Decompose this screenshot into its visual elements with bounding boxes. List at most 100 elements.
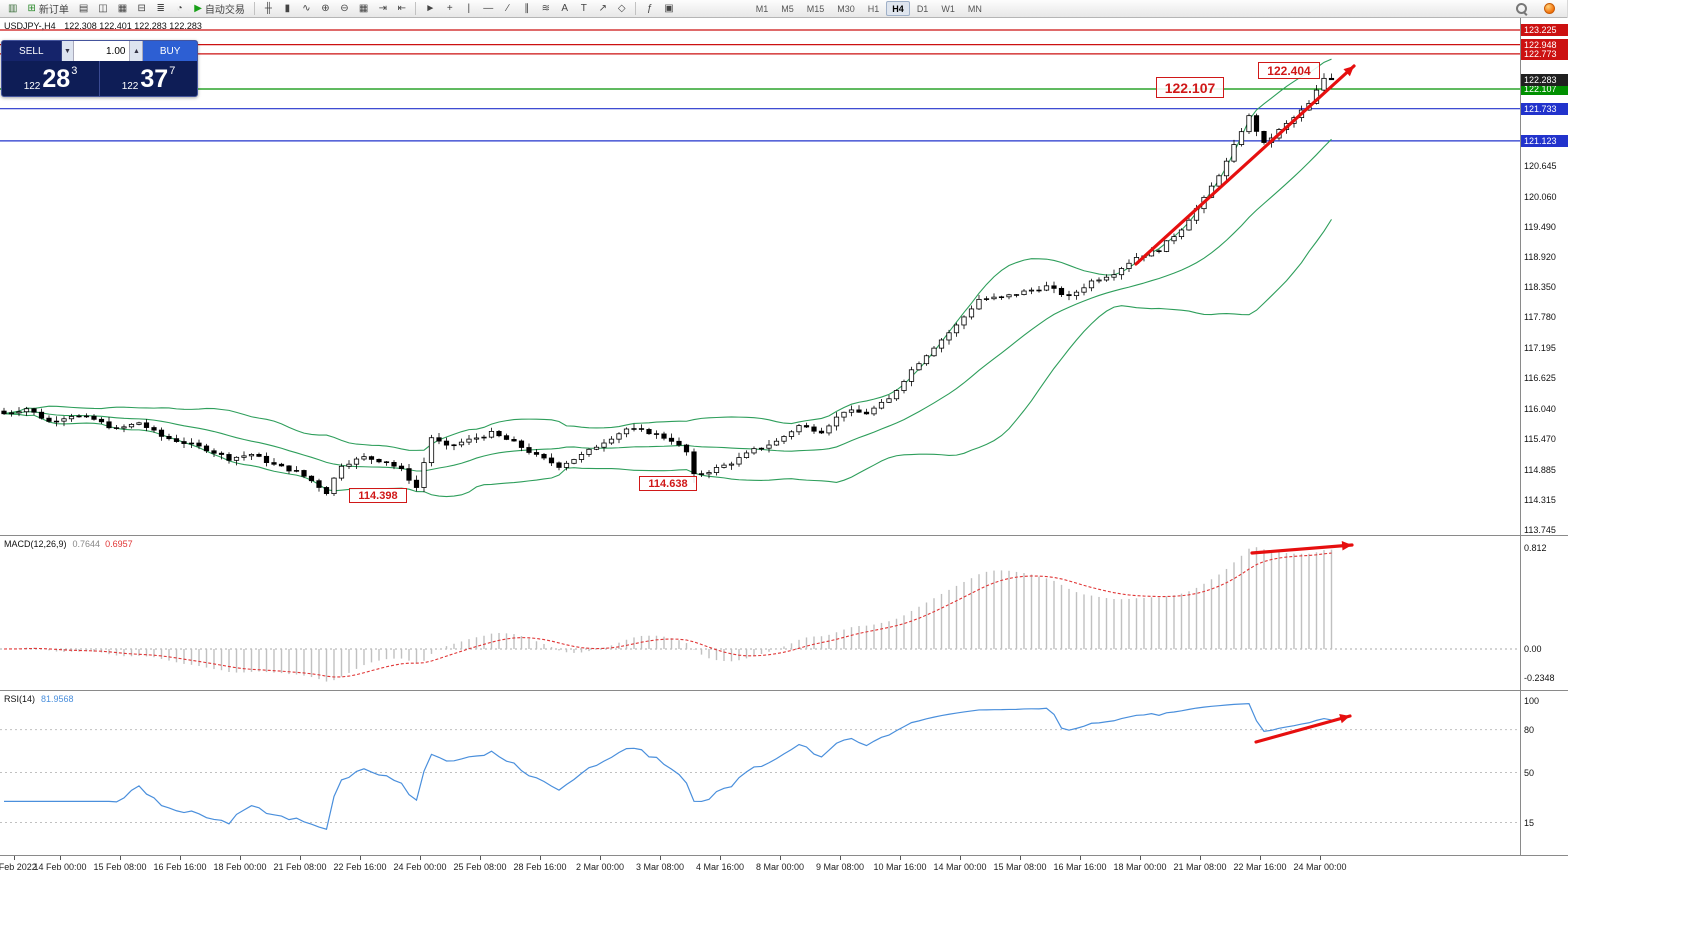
templates-icon[interactable]: ▣ bbox=[660, 1, 677, 16]
vertical-line-icon[interactable]: | bbox=[460, 1, 477, 16]
text-label-icon[interactable]: T bbox=[575, 1, 592, 16]
price-annotation: 122.107 bbox=[1156, 77, 1224, 98]
main-chart-plot[interactable] bbox=[0, 18, 1520, 535]
axis-tick-label: 116.625 bbox=[1524, 373, 1556, 383]
candlestick-chart-icon-glyph: ▮ bbox=[284, 2, 291, 14]
navigator-icon[interactable]: ⊟ bbox=[133, 1, 150, 16]
time-axis-tick bbox=[1140, 856, 1141, 860]
time-axis-tick bbox=[1020, 856, 1021, 860]
ask-price[interactable]: 122 37 7 bbox=[100, 61, 197, 96]
equidistant-channel-icon[interactable]: ∥ bbox=[518, 1, 535, 16]
search-button[interactable] bbox=[1511, 1, 1532, 16]
volume-decrease-button[interactable]: ▼ bbox=[61, 41, 75, 61]
strategy-tester-icon[interactable]: ◔ bbox=[171, 1, 188, 16]
volume-increase-button[interactable]: ▲ bbox=[130, 41, 144, 61]
text-icon[interactable]: A bbox=[556, 1, 573, 16]
time-axis-tick bbox=[14, 856, 15, 860]
time-axis-label: 22 Mar 16:00 bbox=[1233, 862, 1287, 872]
timeframe-h4-button[interactable]: H4 bbox=[886, 1, 910, 16]
axis-tick-label: 120.645 bbox=[1524, 161, 1557, 171]
macd-name: MACD(12,26,9) bbox=[4, 539, 67, 549]
chart-profiles-icon[interactable]: ▤ bbox=[75, 1, 92, 16]
bar-chart-icon[interactable]: ╫ bbox=[260, 1, 277, 16]
buy-button[interactable]: BUY bbox=[143, 41, 197, 61]
time-axis-tick bbox=[840, 856, 841, 860]
time-axis-label: 8 Mar 00:00 bbox=[755, 862, 805, 872]
new-order-button-label: 新订单 bbox=[38, 5, 69, 16]
fibonacci-icon[interactable]: ≋ bbox=[537, 1, 554, 16]
shapes-icon[interactable]: ◇ bbox=[613, 1, 630, 16]
zoom-out-icon[interactable]: ⊖ bbox=[336, 1, 353, 16]
community-icon[interactable] bbox=[1544, 3, 1555, 14]
sell-button[interactable]: SELL bbox=[2, 41, 62, 61]
chart-shift-icon[interactable]: ⇤ bbox=[393, 1, 410, 16]
timeframe-w1-button[interactable]: W1 bbox=[941, 3, 955, 14]
rsi-plot[interactable] bbox=[0, 691, 1520, 855]
line-chart-icon[interactable]: ∿ bbox=[298, 1, 315, 16]
terminal-icon[interactable]: ≣ bbox=[152, 1, 169, 16]
new-order-button[interactable]: ⊞ 新订单 bbox=[23, 1, 72, 16]
macd-signal-line bbox=[3, 552, 1332, 678]
time-axis-label: 2 Mar 00:00 bbox=[575, 862, 625, 872]
bollinger-band-line bbox=[3, 219, 1332, 498]
ohlc-values: 122.308 122.401 122.283 122.283 bbox=[64, 21, 202, 31]
axis-tick-label: 114.315 bbox=[1524, 495, 1556, 505]
price-annotation: 114.398 bbox=[349, 488, 407, 503]
trendline-icon[interactable]: ∕ bbox=[499, 1, 516, 16]
bar-chart-icon-glyph: ╫ bbox=[264, 2, 272, 14]
timeframe-d1-button[interactable]: D1 bbox=[916, 3, 929, 14]
tile-windows-icon[interactable]: ▦ bbox=[355, 1, 372, 16]
horizontal-line-icon-glyph: — bbox=[483, 2, 494, 14]
timeframe-mn-button[interactable]: MN bbox=[967, 3, 982, 14]
cursor-icon[interactable]: ► bbox=[421, 1, 439, 16]
text-icon-glyph: A bbox=[561, 2, 569, 14]
crosshair-icon[interactable]: + bbox=[441, 1, 458, 16]
candlestick-chart-icon[interactable]: ▮ bbox=[279, 1, 296, 16]
axis-tick-label: 0.812 bbox=[1524, 543, 1547, 553]
price-line-label: 121.123 bbox=[1521, 135, 1568, 147]
templates-icon-glyph: ▣ bbox=[664, 2, 674, 14]
main-price-axis[interactable]: 123.225 122.948 122.773 122.107 121.733 121.1… bbox=[1520, 18, 1568, 535]
timeframe-m5-button[interactable]: M5 bbox=[781, 3, 794, 14]
bid-price[interactable]: 122 28 3 bbox=[2, 61, 100, 96]
new-chart-icon[interactable]: ▥ bbox=[4, 1, 21, 16]
timeframe-toolbar: M1 M5 M15 M30 H1 H4 D1 W1 MN bbox=[750, 1, 988, 16]
axis-tick-label: 117.195 bbox=[1524, 343, 1556, 353]
time-axis-tick bbox=[180, 856, 181, 860]
axis-tick-label: 120.060 bbox=[1524, 192, 1557, 202]
autotrading-button[interactable]: ▶ 自动交易 bbox=[190, 1, 249, 16]
data-window-icon[interactable]: ▦ bbox=[114, 1, 131, 16]
time-axis-label: 10 Mar 16:00 bbox=[873, 862, 927, 872]
price-annotation: 114.638 bbox=[639, 476, 697, 491]
ask-pips: 37 bbox=[140, 65, 169, 93]
time-axis-label: 9 Feb 2022 bbox=[0, 862, 37, 872]
macd-histogram bbox=[10, 547, 1333, 682]
axis-tick-label: -0.2348 bbox=[1524, 673, 1555, 683]
macd-axis[interactable]: 0.812 0.00 -0.2348 bbox=[1520, 536, 1568, 690]
zoom-in-icon[interactable]: ⊕ bbox=[317, 1, 334, 16]
time-axis-tick bbox=[300, 856, 301, 860]
time-axis-tick bbox=[540, 856, 541, 860]
arrow-tool-icon[interactable]: ↗ bbox=[594, 1, 611, 16]
timeframe-m15-button[interactable]: M15 bbox=[806, 3, 825, 14]
timeframe-h1-button[interactable]: H1 bbox=[867, 3, 880, 14]
auto-scroll-icon[interactable]: ⇥ bbox=[374, 1, 391, 16]
axis-tick-label: 119.490 bbox=[1524, 222, 1556, 232]
horizontal-line-icon[interactable]: — bbox=[479, 1, 497, 16]
rsi-axis[interactable]: 100 80 50 15 bbox=[1520, 691, 1568, 855]
main-toolbar: ▥ ⊞ 新订单 ▤ ◫ ▦ ⊟ ≣ ◔ ▶ 自动交易 ╫ ▮ ∿ ⊕ ⊖ ▦ ⇥ ⇤ ► + | — ∕ ∥ ≋ A T ↗ ◇ ƒ ▣ M1… bbox=[0, 0, 1567, 18]
toolbar-right bbox=[1511, 1, 1555, 16]
strategy-tester-icon-glyph: ◔ bbox=[176, 2, 183, 14]
market-watch-icon[interactable]: ◫ bbox=[94, 1, 111, 16]
time-axis-tick bbox=[60, 856, 61, 860]
timeframe-m30-button[interactable]: M30 bbox=[837, 3, 855, 14]
time-axis-tick bbox=[1260, 856, 1261, 860]
market-watch-icon-glyph: ◫ bbox=[98, 2, 108, 14]
time-axis-tick bbox=[480, 856, 481, 860]
timeframe-m1-button[interactable]: M1 bbox=[755, 3, 769, 14]
volume-input[interactable] bbox=[74, 41, 131, 61]
indicators-icon[interactable]: ƒ bbox=[641, 1, 658, 16]
new-chart-icon-glyph: ▥ bbox=[8, 2, 18, 14]
macd-plot[interactable] bbox=[0, 536, 1520, 690]
